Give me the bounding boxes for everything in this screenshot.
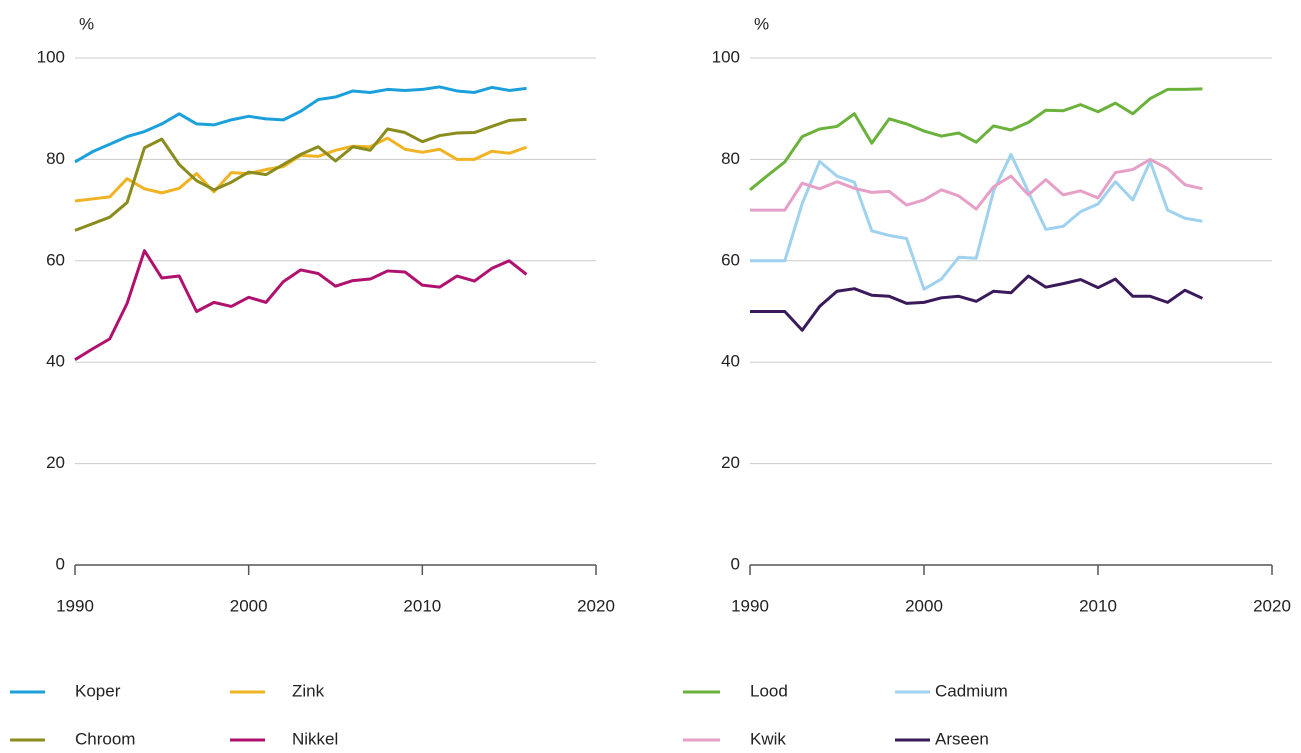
series-line [74, 85, 527, 164]
series-line [750, 157, 1203, 212]
x-tick-label: 2020 [577, 596, 615, 615]
y-tick-label: 20 [46, 453, 65, 472]
x-tick-label: 2000 [905, 596, 943, 615]
y-tick-label: 100 [712, 47, 740, 66]
y-tick-label: 60 [721, 250, 740, 269]
series-line [749, 87, 1203, 191]
series-line [74, 136, 528, 203]
series-line [750, 274, 1204, 332]
series-line [74, 117, 527, 232]
y-tick-label: 60 [46, 250, 65, 269]
x-tick-label: 2000 [230, 596, 268, 615]
y-tick-label: 40 [46, 352, 65, 371]
legend-label: Kwik [750, 729, 786, 748]
y-tick-label: 100 [37, 47, 65, 66]
y-tick-label: 20 [721, 453, 740, 472]
legend-label: Koper [75, 681, 121, 700]
y-tick-label: 80 [46, 149, 65, 168]
legend-label: Chroom [75, 729, 135, 748]
x-tick-label: 2020 [1253, 596, 1291, 615]
y-tick-label: 0 [731, 554, 740, 573]
legend-label: Arseen [935, 729, 989, 748]
y-tick-label: 40 [721, 352, 740, 371]
series-line [750, 152, 1203, 291]
legend-label: Cadmium [935, 681, 1008, 700]
y-tick-label: 0 [56, 554, 65, 573]
legend-label: Zink [292, 681, 325, 700]
series-line [74, 249, 528, 361]
x-tick-label: 2010 [1079, 596, 1117, 615]
y-axis-label: % [754, 14, 769, 33]
y-tick-label: 80 [721, 149, 740, 168]
x-tick-label: 1990 [731, 596, 769, 615]
x-tick-label: 1990 [56, 596, 94, 615]
legend-label: Nikkel [292, 729, 338, 748]
x-tick-label: 2010 [403, 596, 441, 615]
legend-label: Lood [750, 681, 788, 700]
y-axis-label: % [79, 14, 94, 33]
